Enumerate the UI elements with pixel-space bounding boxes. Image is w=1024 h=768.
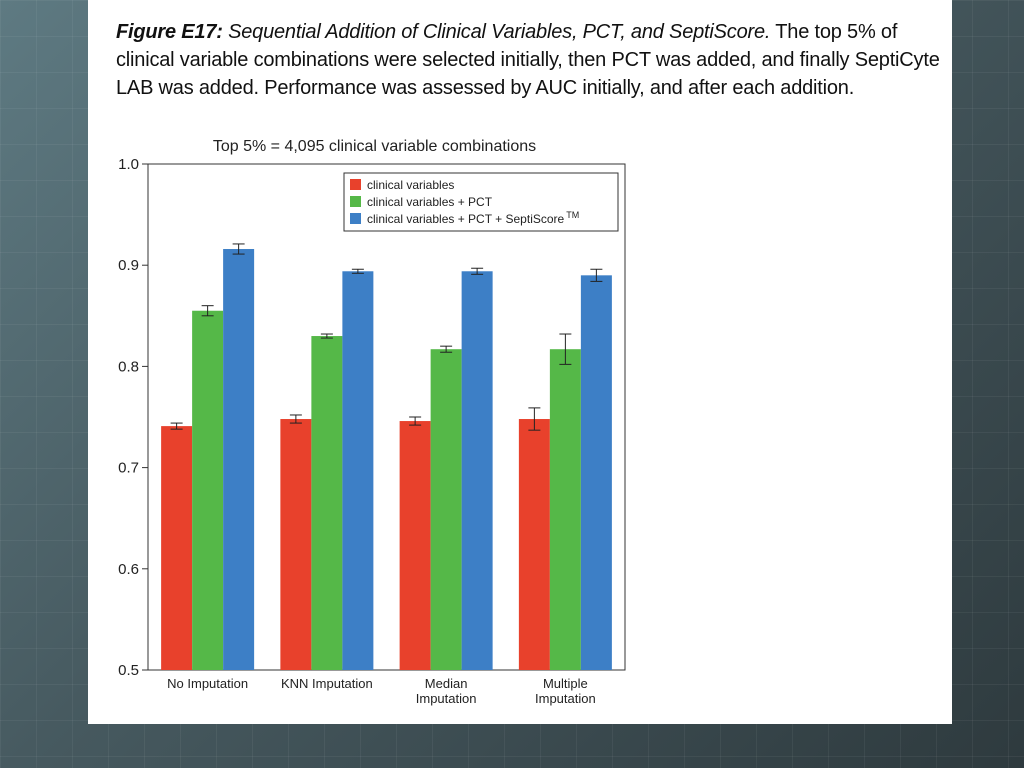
y-tick-label: 0.5 <box>118 662 139 679</box>
legend-swatch <box>350 196 361 207</box>
bar <box>549 349 581 670</box>
bar <box>580 275 612 670</box>
legend-swatch <box>350 179 361 190</box>
bar <box>430 349 462 670</box>
x-tick-label: Imputation <box>535 691 596 706</box>
y-tick-label: 0.7 <box>118 460 139 477</box>
slide-panel: Figure E17: Sequential Addition of Clini… <box>88 0 952 724</box>
bar <box>192 310 224 670</box>
bar <box>518 419 550 670</box>
bar <box>342 271 374 670</box>
chart-title: Top 5% = 4,095 clinical variable combina… <box>213 138 536 155</box>
plot-frame <box>147 163 626 671</box>
bar-chart: Top 5% = 4,095 clinical variable combina… <box>118 138 626 706</box>
x-tick-label: Median <box>425 676 468 691</box>
x-tick-label: Imputation <box>416 691 477 706</box>
bar <box>399 421 431 670</box>
legend-label: clinical variables + PCT <box>367 195 493 209</box>
bar <box>223 249 255 670</box>
legend-box <box>343 172 619 232</box>
x-tick-label: No Imputation <box>167 676 248 691</box>
bar <box>280 419 312 670</box>
figure-caption: Figure E17: Sequential Addition of Clini… <box>116 18 946 102</box>
y-tick-label: 0.6 <box>118 561 139 578</box>
y-tick-label: 0.8 <box>118 358 139 375</box>
y-tick-label: 1.0 <box>118 156 139 173</box>
figure-description: The top 5% of clinical variable combinat… <box>116 21 940 99</box>
legend-swatch <box>350 213 361 224</box>
legend-label: clinical variables + PCT + SeptiScore TM <box>367 210 579 226</box>
x-tick-label: KNN Imputation <box>281 676 373 691</box>
y-tick-label: 0.9 <box>118 257 139 274</box>
bar <box>461 271 493 670</box>
bar <box>311 336 343 670</box>
x-tick-label: Multiple <box>543 676 588 691</box>
bar <box>161 426 193 670</box>
figure-label: Figure E17: <box>116 21 223 43</box>
legend-label: clinical variables <box>367 178 454 192</box>
figure-title: Sequential Addition of Clinical Variable… <box>228 21 771 43</box>
